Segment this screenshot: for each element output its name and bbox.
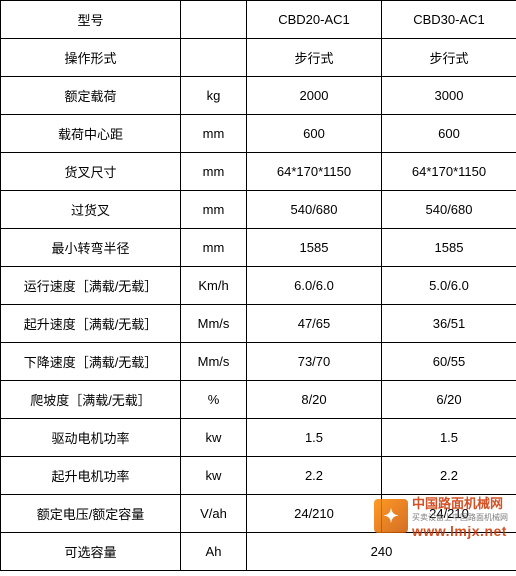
cell-label: 额定载荷 [1, 77, 181, 115]
cell-val2: 1.5 [382, 419, 516, 457]
spec-table: 型号 CBD20-AC1 CBD30-AC1 操作形式 步行式 步行式 额定载荷… [0, 0, 516, 571]
cell-unit: mm [181, 229, 247, 267]
cell-val2: 36/51 [382, 305, 516, 343]
cell-label: 过货叉 [1, 191, 181, 229]
table-row: 起升速度［满载/无载］ Mm/s 47/65 36/51 [1, 305, 516, 343]
cell-label: 起升电机功率 [1, 457, 181, 495]
cell-val1: 1.5 [247, 419, 382, 457]
cell-val2: 2.2 [382, 457, 516, 495]
cell-unit: Mm/s [181, 343, 247, 381]
table-row: 载荷中心距 mm 600 600 [1, 115, 516, 153]
cell-unit: kw [181, 457, 247, 495]
cell-val2: 6/20 [382, 381, 516, 419]
cell-val2: 5.0/6.0 [382, 267, 516, 305]
table-row: 过货叉 mm 540/680 540/680 [1, 191, 516, 229]
cell-label: 驱动电机功率 [1, 419, 181, 457]
cell-val1: 47/65 [247, 305, 382, 343]
cell-label: 下降速度［满载/无载］ [1, 343, 181, 381]
table-row: 可选容量 Ah 240 [1, 533, 516, 571]
cell-val1: 24/210 [247, 495, 382, 533]
cell-unit [181, 39, 247, 77]
cell-val2: 3000 [382, 77, 516, 115]
table-row: 额定载荷 kg 2000 3000 [1, 77, 516, 115]
cell-unit: kg [181, 77, 247, 115]
cell-unit: mm [181, 153, 247, 191]
cell-val2: 1585 [382, 229, 516, 267]
table-row: 货叉尺寸 mm 64*170*1150 64*170*1150 [1, 153, 516, 191]
cell-unit: Ah [181, 533, 247, 571]
cell-val2: 540/680 [382, 191, 516, 229]
cell-val1: 1585 [247, 229, 382, 267]
cell-val1: 64*170*1150 [247, 153, 382, 191]
cell-val1: 2000 [247, 77, 382, 115]
table-row: 起升电机功率 kw 2.2 2.2 [1, 457, 516, 495]
table-row: 最小转弯半径 mm 1585 1585 [1, 229, 516, 267]
cell-val1: 步行式 [247, 39, 382, 77]
cell-unit: Mm/s [181, 305, 247, 343]
cell-val2: 60/55 [382, 343, 516, 381]
cell-val1: 600 [247, 115, 382, 153]
cell-unit: kw [181, 419, 247, 457]
cell-unit: mm [181, 115, 247, 153]
table-row: 爬坡度［满载/无载］ % 8/20 6/20 [1, 381, 516, 419]
cell-label: 可选容量 [1, 533, 181, 571]
cell-label: 载荷中心距 [1, 115, 181, 153]
table-row: 额定电压/额定容量 V/ah 24/210 24/210 [1, 495, 516, 533]
table-row: 下降速度［满载/无载］ Mm/s 73/70 60/55 [1, 343, 516, 381]
cell-unit: Km/h [181, 267, 247, 305]
table-row: 驱动电机功率 kw 1.5 1.5 [1, 419, 516, 457]
table-row: 运行速度［满载/无载］ Km/h 6.0/6.0 5.0/6.0 [1, 267, 516, 305]
cell-label: 额定电压/额定容量 [1, 495, 181, 533]
table-row: 操作形式 步行式 步行式 [1, 39, 516, 77]
cell-label: 型号 [1, 1, 181, 39]
cell-label: 操作形式 [1, 39, 181, 77]
cell-label: 最小转弯半径 [1, 229, 181, 267]
cell-unit: mm [181, 191, 247, 229]
cell-label: 运行速度［满载/无载］ [1, 267, 181, 305]
table-body: 型号 CBD20-AC1 CBD30-AC1 操作形式 步行式 步行式 额定载荷… [1, 1, 516, 571]
cell-val1: 540/680 [247, 191, 382, 229]
cell-unit [181, 1, 247, 39]
cell-unit: % [181, 381, 247, 419]
cell-val1: CBD20-AC1 [247, 1, 382, 39]
cell-val2: CBD30-AC1 [382, 1, 516, 39]
cell-val1: 8/20 [247, 381, 382, 419]
cell-val-merged: 240 [247, 533, 516, 571]
cell-val1: 6.0/6.0 [247, 267, 382, 305]
cell-val2: 600 [382, 115, 516, 153]
cell-val2: 24/210 [382, 495, 516, 533]
cell-val2: 64*170*1150 [382, 153, 516, 191]
cell-label: 货叉尺寸 [1, 153, 181, 191]
cell-label: 爬坡度［满载/无载］ [1, 381, 181, 419]
cell-unit: V/ah [181, 495, 247, 533]
cell-val1: 2.2 [247, 457, 382, 495]
cell-val1: 73/70 [247, 343, 382, 381]
table-row: 型号 CBD20-AC1 CBD30-AC1 [1, 1, 516, 39]
cell-label: 起升速度［满载/无载］ [1, 305, 181, 343]
cell-val2: 步行式 [382, 39, 516, 77]
